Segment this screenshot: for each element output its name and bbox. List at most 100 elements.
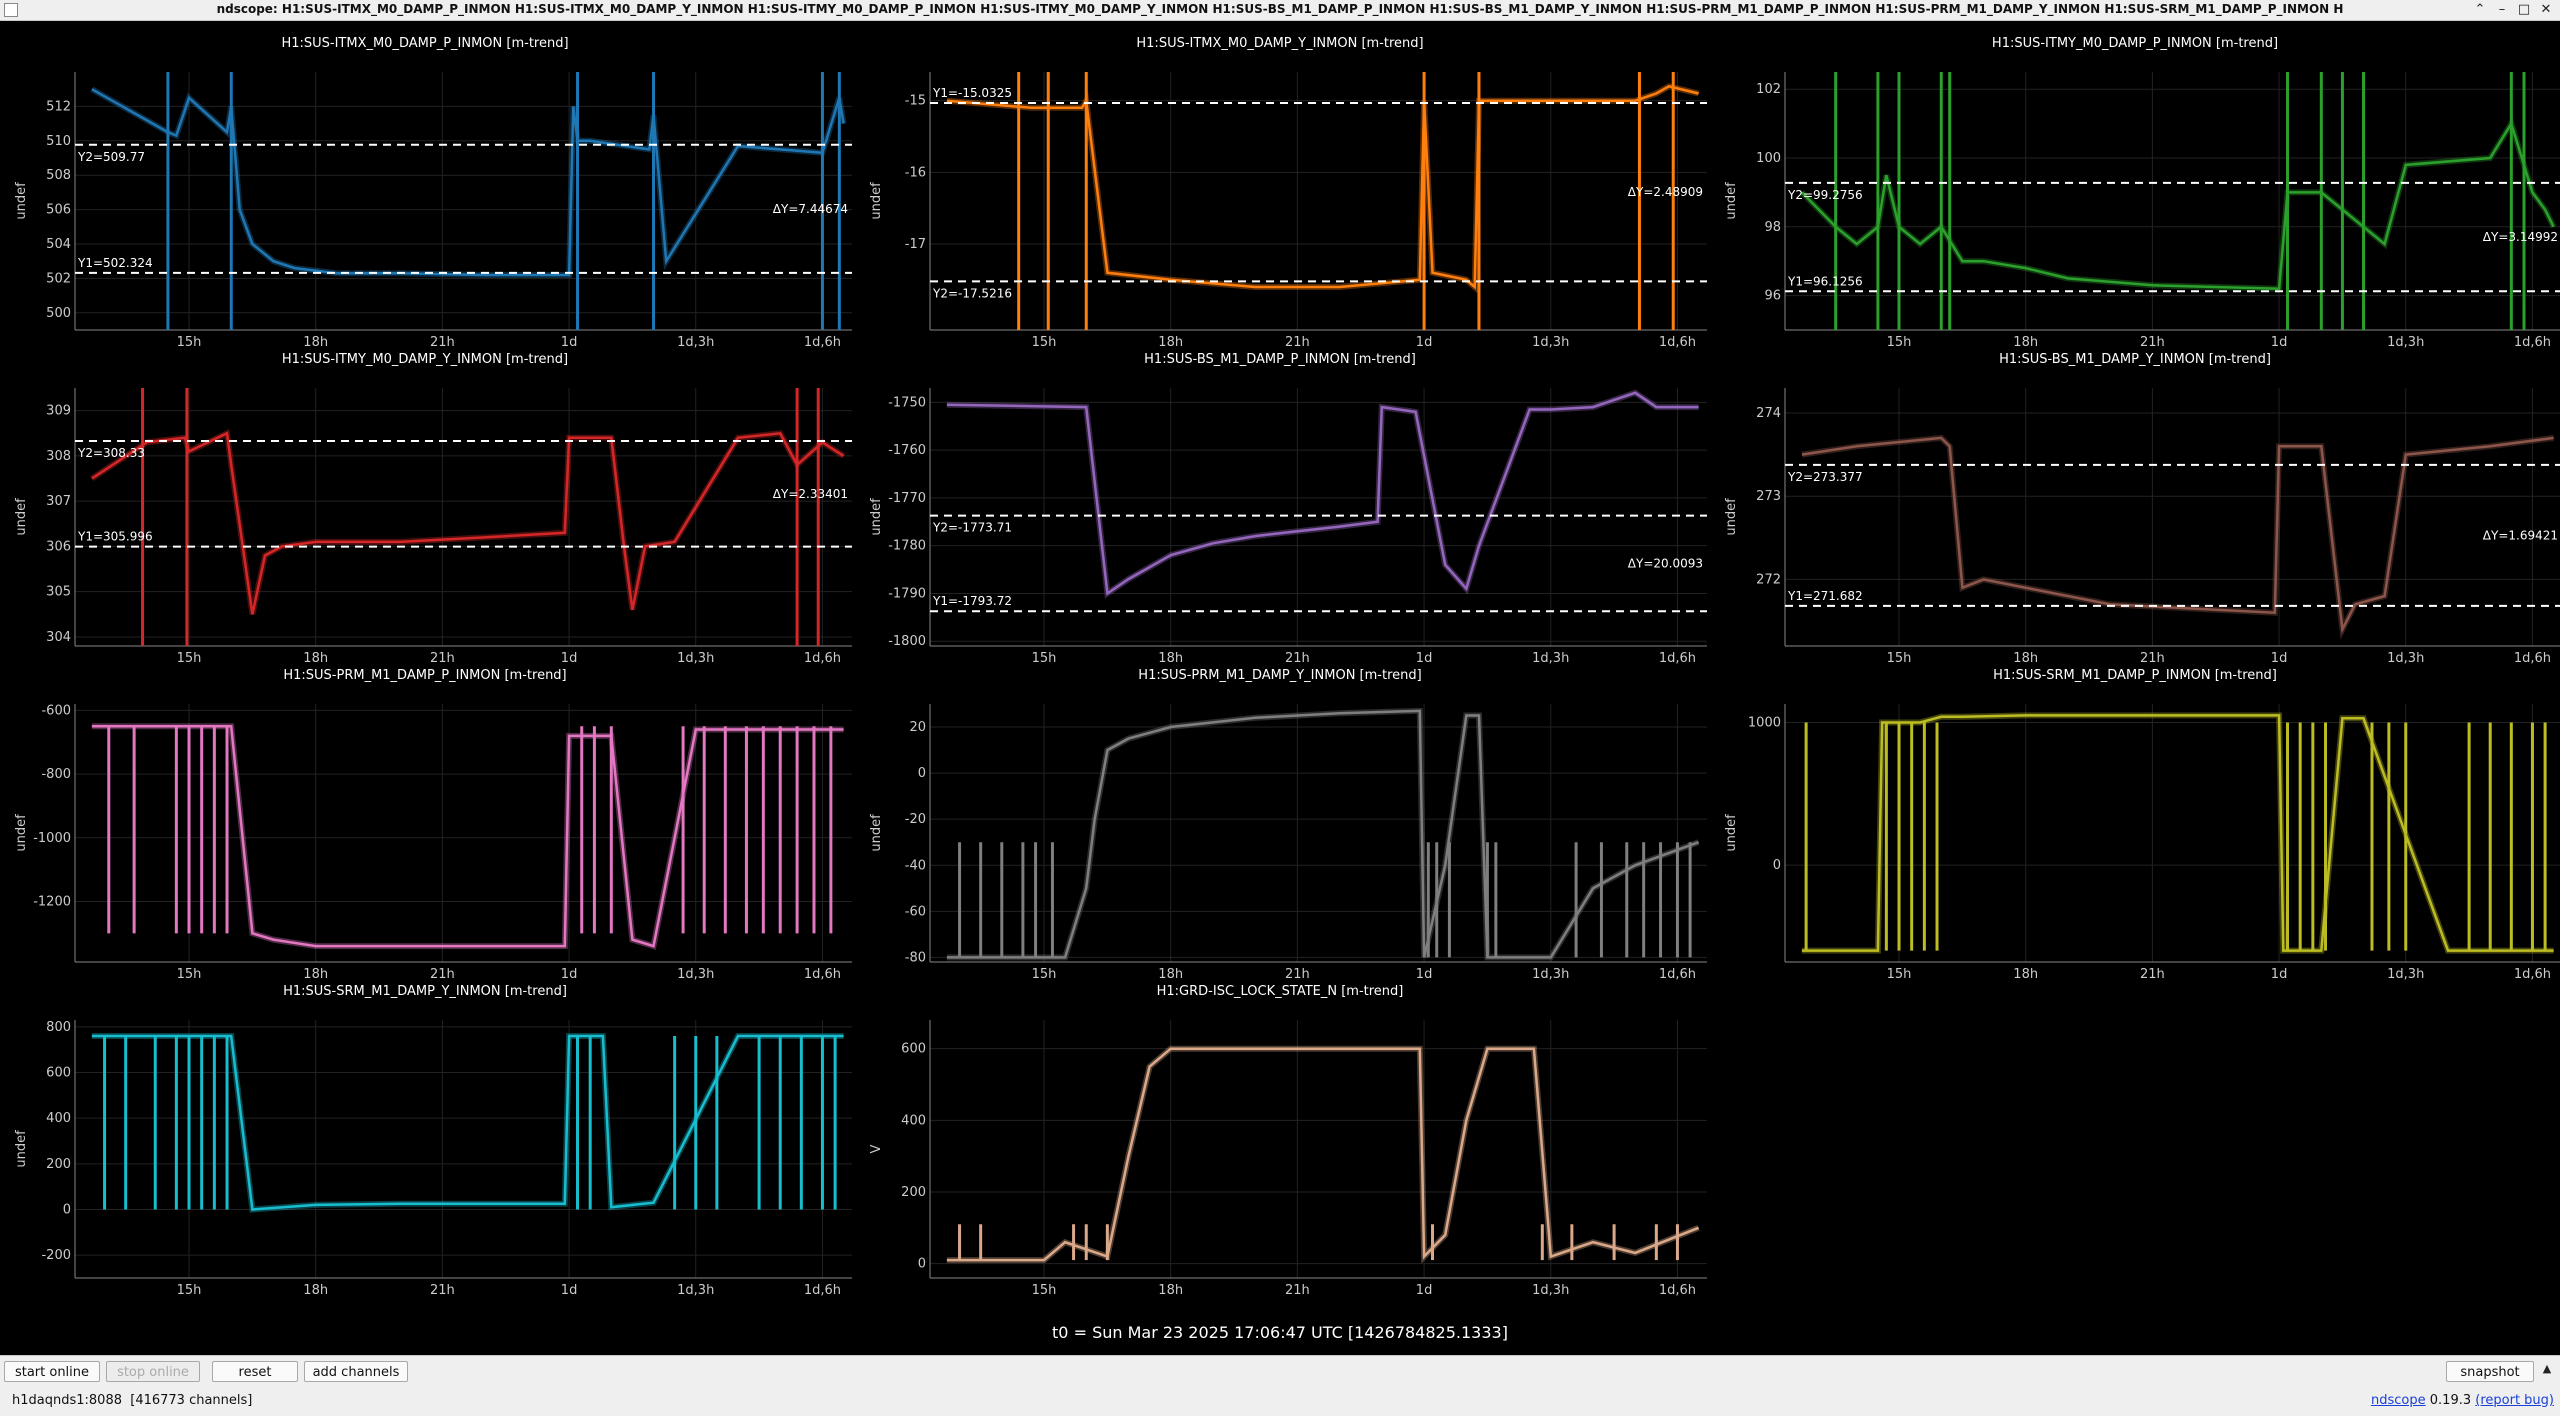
- plot-canvas[interactable]: 15h 18h 21h 1d 1d,3h 1d,6h 20 0 -20 -40 -60 -80 unde…: [855, 666, 1707, 982]
- plot-canvas[interactable]: 15h 18h 21h 1d 1d,3h 1d,6h 96 98 100 102 undef Y1=9…: [1710, 34, 2560, 350]
- series-band: [946, 1045, 1700, 1264]
- plot-10[interactable]: H1:SUS-SRM_M1_DAMP_Y_INMON [m-trend] 15h 1…: [0, 982, 852, 1298]
- plot-canvas[interactable]: 15h 18h 21h 1d 1d,3h 1d,6h -15 -16 -17 undef Y1=-1…: [855, 34, 1707, 350]
- plot-canvas[interactable]: 15h 18h 21h 1d 1d,3h 1d,6h 800 600 400 200 0 -200 un…: [0, 982, 852, 1298]
- y-tick-label: -1000: [33, 831, 71, 846]
- y-tick-label: 307: [46, 494, 71, 509]
- plot-canvas[interactable]: 15h 18h 21h 1d 1d,3h 1d,6h -1750 -1760 -1770 -178…: [855, 350, 1707, 666]
- delta-y-label: ΔY=1.69421: [2483, 528, 2558, 542]
- x-tick-label: 15h: [177, 651, 202, 666]
- close-icon[interactable]: ✕: [2540, 2, 2552, 17]
- plot-1[interactable]: H1:SUS-ITMX_M0_DAMP_P_INMON [m-trend] 15h…: [0, 34, 852, 350]
- y-axis-label: undef: [14, 814, 29, 852]
- plot-7[interactable]: H1:SUS-PRM_M1_DAMP_P_INMON [m-trend] 15h 1…: [0, 666, 852, 982]
- series-group: [91, 1033, 844, 1213]
- y-tick-label: 308: [46, 449, 71, 464]
- y-tick-label: 306: [46, 539, 71, 554]
- add-channels-button[interactable]: add channels: [304, 1361, 408, 1382]
- y-axis-label: undef: [1724, 814, 1739, 852]
- plot-canvas[interactable]: 15h 18h 21h 1d 1d,3h 1d,6h 600 400 200 0 V: [855, 982, 1707, 1298]
- y1-cursor-label: Y1=502.324: [77, 256, 153, 270]
- x-tick-label: 18h: [1158, 651, 1183, 666]
- x-tick-label: 1d: [1416, 967, 1433, 982]
- x-tick-label: 1d: [1416, 651, 1433, 666]
- y-tick-label: -60: [905, 904, 926, 919]
- y-tick-label: 200: [46, 1157, 71, 1172]
- plot-title: H1:SUS-PRM_M1_DAMP_Y_INMON [m-trend]: [1138, 668, 1422, 683]
- plot-8[interactable]: H1:SUS-PRM_M1_DAMP_Y_INMON [m-trend] 15h 1…: [855, 666, 1707, 982]
- expand-icon[interactable]: ▲: [2542, 1362, 2552, 1375]
- plot-title: H1:SUS-ITMX_M0_DAMP_Y_INMON [m-trend]: [1136, 36, 1424, 51]
- t0-label: t0 = Sun Mar 23 2025 17:06:47 UTC [14267…: [1052, 1323, 1508, 1342]
- y1-cursor-label: Y1=271.682: [1787, 589, 1863, 603]
- x-tick-label: 1d,3h: [1532, 335, 1569, 350]
- x-tick-label: 18h: [1158, 335, 1183, 350]
- server-status: h1daqnds1:8088 [416773 channels]: [12, 1393, 253, 1408]
- minimize-icon[interactable]: –: [2498, 2, 2506, 17]
- y-tick-label: -1750: [888, 395, 926, 410]
- plot-6[interactable]: H1:SUS-BS_M1_DAMP_Y_INMON [m-trend] 15h 18…: [1710, 350, 2560, 666]
- report-bug-link[interactable]: (report bug): [2475, 1393, 2554, 1408]
- x-tick-label: 1d,6h: [804, 651, 841, 666]
- y-tick-label: 274: [1756, 406, 1781, 421]
- x-tick-label: 15h: [177, 335, 202, 350]
- plot-5[interactable]: H1:SUS-BS_M1_DAMP_P_INMON [m-trend] 15h 18…: [855, 350, 1707, 666]
- reset-button[interactable]: reset: [212, 1361, 298, 1382]
- y-tick-label: -1790: [888, 586, 926, 601]
- plot-canvas[interactable]: 15h 18h 21h 1d 1d,3h 1d,6h 500 502 504 506 508 510 5…: [0, 34, 852, 350]
- plot-canvas[interactable]: 15h 18h 21h 1d 1d,3h 1d,6h 1000 0 undef: [1710, 666, 2560, 982]
- y-tick-label: 0: [1773, 858, 1781, 873]
- series-band: [91, 1033, 844, 1213]
- x-tick-label: 1d,3h: [2387, 335, 2424, 350]
- series-line: [1801, 436, 2554, 634]
- plot-4[interactable]: H1:SUS-ITMY_M0_DAMP_Y_INMON [m-trend] 15h…: [0, 350, 852, 666]
- y-tick-label: -17: [905, 237, 926, 252]
- maximize-icon[interactable]: □: [2517, 2, 2531, 17]
- x-tick-label: 1d,3h: [2387, 651, 2424, 666]
- x-tick-label: 1d,3h: [677, 1283, 714, 1298]
- x-tick-label: 18h: [2013, 967, 2038, 982]
- x-tick-label: 15h: [1887, 967, 1912, 982]
- y-tick-label: 200: [901, 1185, 926, 1200]
- series-line: [946, 391, 1699, 596]
- series-group: [946, 72, 1700, 330]
- plot-11[interactable]: H1:GRD-ISC_LOCK_STATE_N [m-trend] 15h 18h 2…: [855, 982, 1707, 1298]
- plot-2[interactable]: H1:SUS-ITMX_M0_DAMP_Y_INMON [m-trend] 15h…: [855, 34, 1707, 350]
- plot-title: H1:SUS-BS_M1_DAMP_Y_INMON [m-trend]: [1999, 352, 2271, 367]
- x-tick-label: 21h: [430, 1283, 455, 1298]
- plot-title: H1:SUS-ITMY_M0_DAMP_Y_INMON [m-trend]: [281, 352, 569, 367]
- series-band: [1801, 712, 2554, 954]
- start-online-button[interactable]: start online: [4, 1361, 100, 1382]
- y-tick-label: 309: [46, 404, 71, 419]
- x-tick-label: 1d: [2271, 651, 2288, 666]
- plot-title: H1:SUS-SRM_M1_DAMP_Y_INMON [m-trend]: [283, 984, 567, 999]
- y-tick-label: 0: [63, 1203, 71, 1218]
- x-tick-label: 18h: [1158, 1283, 1183, 1298]
- y-tick-label: 98: [1764, 220, 1781, 235]
- x-tick-label: 1d,6h: [1659, 335, 1696, 350]
- delta-y-label: ΔY=2.33401: [773, 487, 848, 501]
- series-group: [91, 723, 844, 950]
- window-title: ndscope: H1:SUS-ITMX_M0_DAMP_P_INMON H1:…: [216, 2, 2344, 16]
- y-tick-label: 272: [1756, 572, 1781, 587]
- series-group: [946, 1045, 1700, 1264]
- series-line: [91, 88, 845, 277]
- plot-9[interactable]: H1:SUS-SRM_M1_DAMP_P_INMON [m-trend] 15h 1…: [1710, 666, 2560, 982]
- y2-cursor-label: Y2=99.2756: [1787, 188, 1863, 202]
- plot-canvas[interactable]: 15h 18h 21h 1d 1d,3h 1d,6h 272 273 274 undef Y1=27…: [1710, 350, 2560, 666]
- plot-3[interactable]: H1:SUS-ITMY_M0_DAMP_P_INMON [m-trend] 15h…: [1710, 34, 2560, 350]
- series-group: [1799, 72, 2557, 330]
- x-tick-label: 18h: [303, 967, 328, 982]
- x-tick-label: 21h: [1285, 335, 1310, 350]
- up-icon[interactable]: ⌃: [2474, 2, 2486, 17]
- x-tick-label: 21h: [2140, 651, 2165, 666]
- x-tick-label: 1d,6h: [804, 967, 841, 982]
- plot-canvas[interactable]: 15h 18h 21h 1d 1d,3h 1d,6h 304 305 306 307 308 309 u…: [0, 350, 852, 666]
- x-tick-label: 15h: [1887, 651, 1912, 666]
- x-tick-label: 1d,3h: [1532, 1283, 1569, 1298]
- app-link[interactable]: ndscope: [2371, 1393, 2426, 1408]
- y-tick-label: -1760: [888, 443, 926, 458]
- y-axis-label: V: [869, 1144, 884, 1153]
- plot-canvas[interactable]: 15h 18h 21h 1d 1d,3h 1d,6h -600 -800 -1000 -1200 u…: [0, 666, 852, 982]
- snapshot-button[interactable]: snapshot: [2446, 1361, 2534, 1382]
